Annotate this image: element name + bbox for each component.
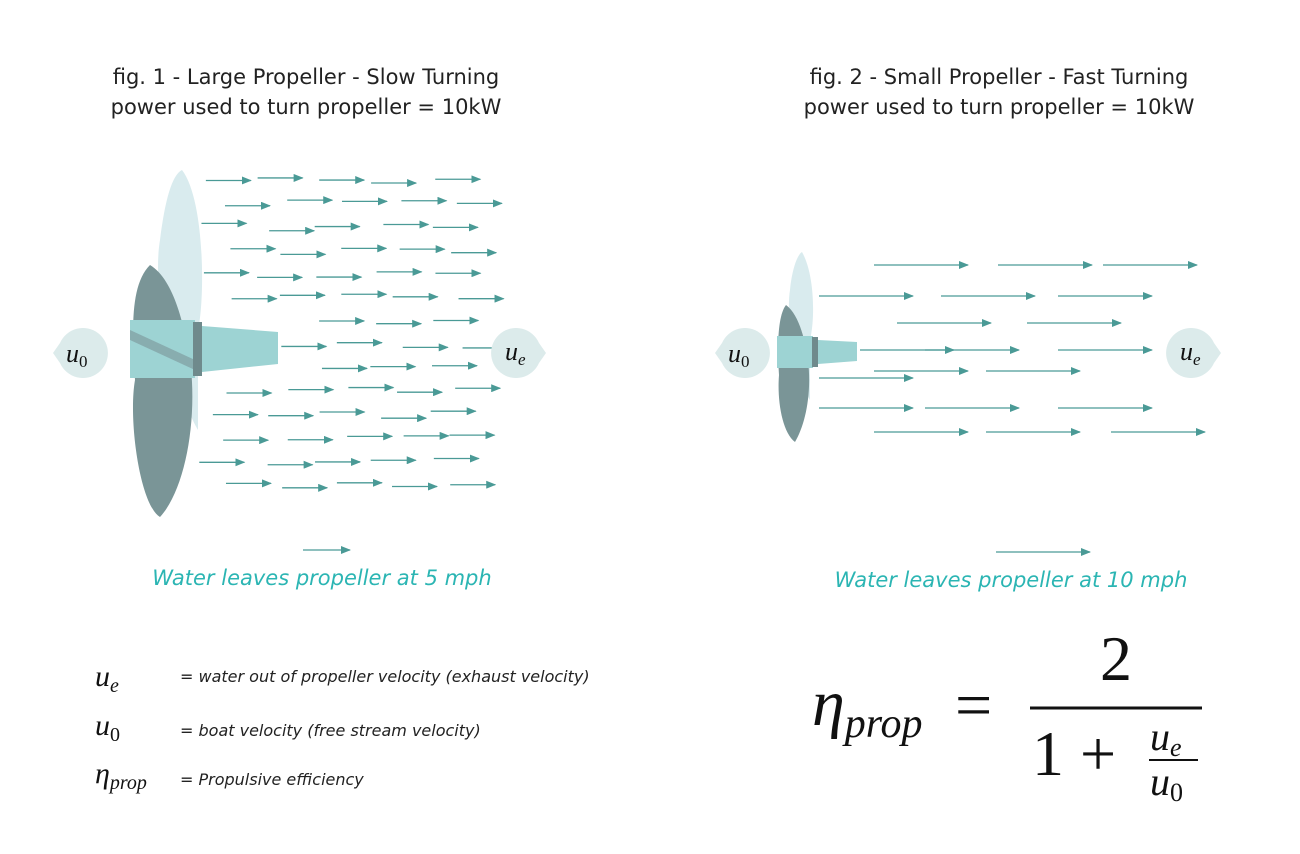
velocity-badge: ue xyxy=(491,327,546,378)
velocity-badge: u0 xyxy=(715,327,770,378)
subscript: 0 xyxy=(741,352,750,371)
flow-arrows xyxy=(199,173,1206,492)
figure-title: fig. 2 - Small Propeller - Fast Turning xyxy=(810,65,1189,89)
formula: ηprop = 2 1 + ue u0 xyxy=(812,623,1202,807)
subscript: 0 xyxy=(1170,778,1183,807)
velocity-badge: ue xyxy=(1166,327,1221,378)
denominator-one: 1 xyxy=(1032,718,1064,789)
subscript: e xyxy=(110,675,119,697)
symbol: u xyxy=(1150,759,1170,804)
subscript: e xyxy=(1193,350,1201,369)
symbol: u xyxy=(505,337,518,366)
inner-denominator: u0 xyxy=(1150,759,1183,807)
figure-subtitle: power used to turn propeller = 10kW xyxy=(111,95,502,119)
propeller-small xyxy=(777,252,857,442)
legend-definition: = water out of propeller velocity (exhau… xyxy=(180,667,590,686)
symbol: η xyxy=(812,667,845,740)
legend-symbol: u0 xyxy=(95,709,120,746)
symbol: u xyxy=(95,709,110,742)
subscript: e xyxy=(518,350,526,369)
legend-symbol: ηprop xyxy=(95,757,147,794)
subscript: 0 xyxy=(79,352,88,371)
figure-title: fig. 1 - Large Propeller - Slow Turning xyxy=(113,65,500,89)
velocity-symbol: ue xyxy=(1180,337,1201,369)
subscript: e xyxy=(1170,733,1182,762)
subscript: 0 xyxy=(110,724,120,746)
numerator: 2 xyxy=(1100,623,1132,694)
formula-lhs: ηprop xyxy=(812,667,923,747)
caption: Water leaves propeller at 5 mph xyxy=(152,566,491,590)
legend-symbol: ue xyxy=(95,660,119,697)
symbol: u xyxy=(1180,337,1193,366)
velocity-symbol: ue xyxy=(505,337,526,369)
symbol: u xyxy=(95,660,110,693)
velocity-symbol: u0 xyxy=(728,339,750,371)
symbol: u xyxy=(728,339,741,368)
figure-subtitle: power used to turn propeller = 10kW xyxy=(804,95,1195,119)
caption: Water leaves propeller at 10 mph xyxy=(835,568,1188,592)
equals: = xyxy=(955,669,992,742)
subscript: prop xyxy=(842,701,923,747)
legend: ue = water out of propeller velocity (ex… xyxy=(95,660,590,794)
legend-definition: = boat velocity (free stream velocity) xyxy=(180,721,481,740)
legend-definition: = Propulsive efficiency xyxy=(180,770,364,789)
velocity-symbol: u0 xyxy=(66,339,88,371)
symbol: η xyxy=(95,757,110,790)
inner-numerator: ue xyxy=(1150,714,1182,762)
symbol: u xyxy=(1150,714,1170,759)
propeller-large xyxy=(130,170,278,517)
subscript: prop xyxy=(108,772,147,794)
symbol: u xyxy=(66,339,79,368)
velocity-badge: u0 xyxy=(53,327,108,378)
denominator-plus: + xyxy=(1080,718,1116,789)
